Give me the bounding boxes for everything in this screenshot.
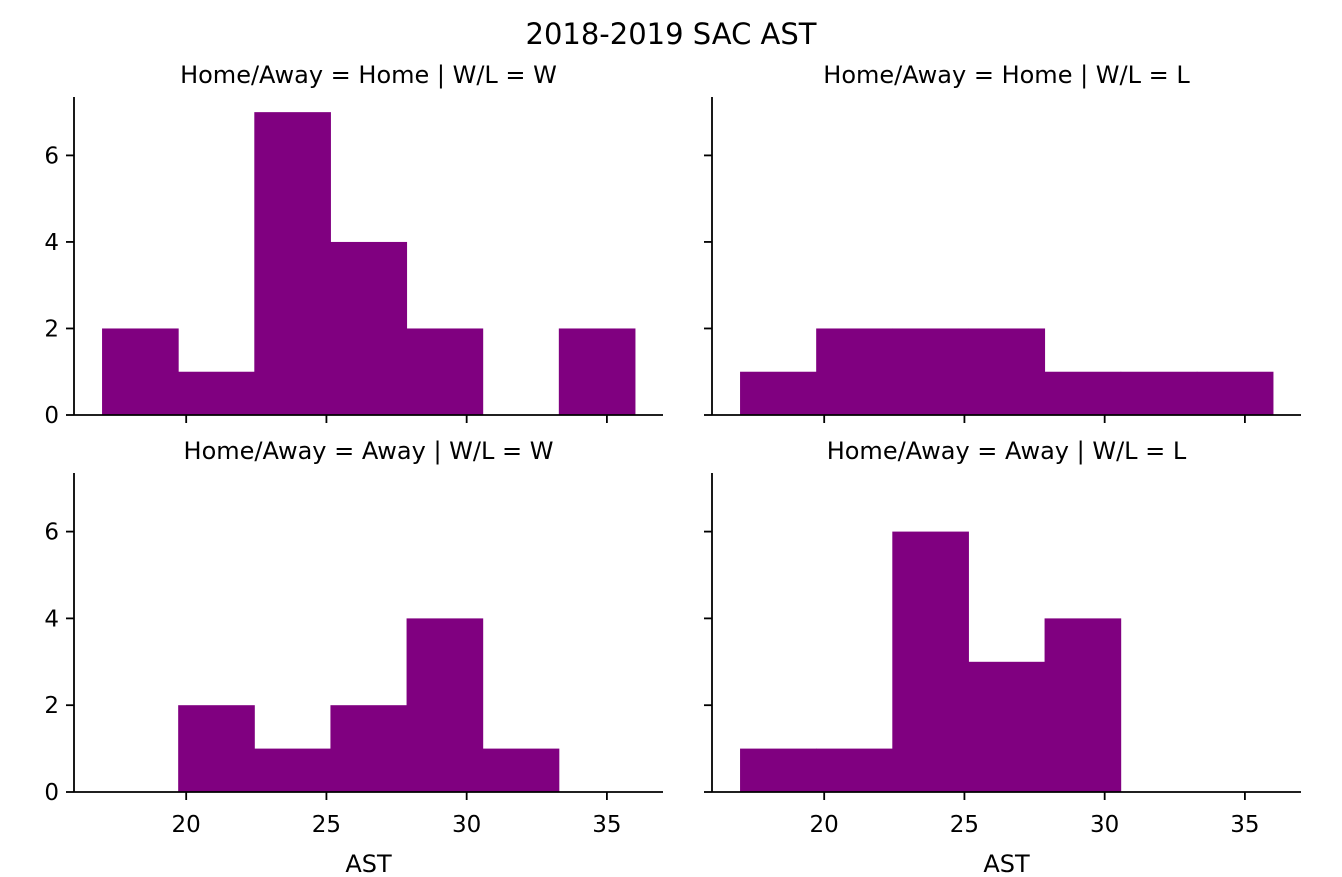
facet-panel: Home/Away = Home | W/L = L — [704, 61, 1301, 423]
y-tick-label: 0 — [44, 403, 59, 429]
histogram-bar — [892, 328, 969, 415]
histogram-bar — [1196, 371, 1274, 415]
facet-title: Home/Away = Away | W/L = W — [184, 437, 554, 465]
histogram-bar — [740, 371, 817, 415]
x-axis-label: AST — [345, 850, 392, 877]
histogram-bar — [558, 328, 636, 415]
y-tick-label: 4 — [44, 606, 59, 632]
y-tick-label: 2 — [44, 693, 59, 719]
y-tick-label: 4 — [44, 230, 59, 256]
histogram-bar — [102, 328, 179, 415]
y-tick-label: 6 — [44, 143, 59, 169]
histogram-bar — [406, 328, 484, 415]
histogram-bar — [1044, 371, 1122, 415]
histogram-bar — [178, 371, 255, 415]
x-tick-label: 25 — [950, 812, 979, 838]
facet-panel: 20 25 30 35 Home/Away = Away | W/L = L AST — [704, 437, 1301, 877]
histogram-bar — [816, 328, 893, 415]
x-axis-label: AST — [983, 850, 1030, 877]
y-tick-label: 0 — [44, 780, 59, 806]
y-tick-label: 2 — [44, 316, 59, 342]
histogram-bar — [330, 705, 408, 792]
x-tick-label: 35 — [592, 812, 621, 838]
facet-title: Home/Away = Home | W/L = W — [180, 61, 557, 89]
facet-title: Home/Away = Away | W/L = L — [827, 437, 1187, 465]
x-tick-label: 20 — [810, 812, 839, 838]
facet-panel: 0 2 4 6 Home/Away = Home | W/L = W — [44, 61, 663, 429]
y-tick-label: 6 — [44, 520, 59, 546]
x-tick-label: 30 — [452, 812, 481, 838]
facet-grid: 0 2 4 6 Home/Away = Home | W/L = W Home/Away … — [44, 61, 1301, 877]
histogram-bar — [816, 748, 893, 792]
x-tick-label: 30 — [1090, 812, 1119, 838]
facet-title: Home/Away = Home | W/L = L — [823, 61, 1190, 89]
histogram-bar — [1044, 618, 1122, 792]
histogram-bar — [1120, 371, 1198, 415]
chart-title: 2018-2019 SAC AST — [526, 17, 817, 51]
histogram-bar — [968, 661, 1046, 792]
histogram-bar — [254, 748, 331, 792]
histogram-bar — [482, 748, 560, 792]
histogram-bar — [968, 328, 1046, 415]
facet-panel: 0 2 4 6 20 25 30 35 Home/Away = Away | W/L = W AS… — [44, 437, 663, 877]
histogram-bar — [254, 112, 331, 416]
histogram-bar — [330, 241, 408, 415]
histogram-bar — [740, 748, 817, 792]
x-tick-label: 35 — [1230, 812, 1259, 838]
x-tick-label: 25 — [312, 812, 341, 838]
x-tick-label: 20 — [172, 812, 201, 838]
histogram-bar — [406, 618, 484, 792]
histogram-bar — [178, 705, 255, 792]
histogram-bar — [892, 531, 969, 792]
